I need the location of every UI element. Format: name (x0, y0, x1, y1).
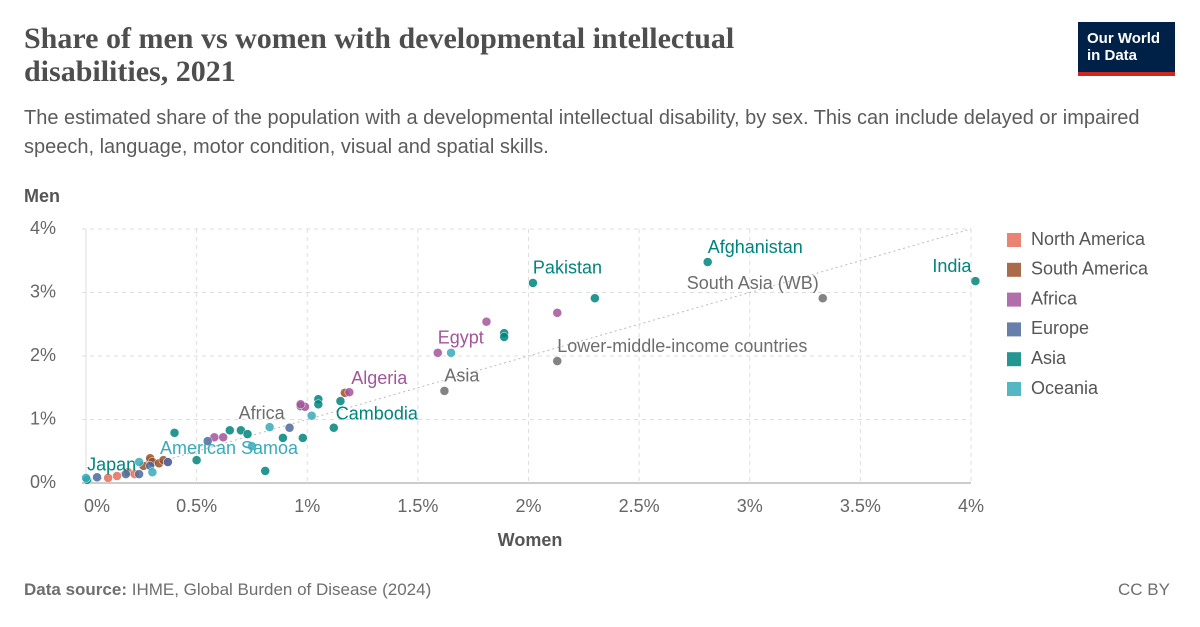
y-tick-label: 1% (30, 408, 56, 428)
legend-label: Africa (1031, 288, 1078, 308)
scatter-point (298, 433, 308, 443)
scatter-point (344, 387, 355, 397)
point-label: Africa (239, 403, 286, 423)
scatter-point (225, 425, 235, 436)
scatter-point (81, 473, 91, 483)
legend-label: Europe (1031, 318, 1089, 338)
reference-line (85, 228, 972, 484)
scatter-point (202, 436, 213, 446)
y-tick-label: 4% (30, 218, 56, 238)
point-label: Algeria (351, 368, 408, 388)
legend-label: Asia (1031, 348, 1067, 368)
x-axis-label: Women (498, 530, 563, 550)
scatter-point (702, 257, 713, 267)
scatter-point (169, 428, 180, 438)
source-text: IHME, Global Burden of Disease (2024) (131, 580, 432, 599)
logo[interactable]: Our World in Data (1078, 22, 1175, 76)
legend-swatch (1007, 382, 1021, 396)
x-tick-label: 0% (84, 496, 110, 516)
scatter-point (552, 308, 563, 318)
point-label: Pakistan (533, 258, 602, 278)
x-tick-label: 2.5% (619, 496, 660, 516)
legend-swatch (1007, 292, 1021, 307)
legend-label: South America (1031, 259, 1149, 279)
x-tick-label: 3% (737, 496, 763, 516)
scatter-point (284, 423, 295, 433)
scatter-point (242, 429, 253, 439)
scatter-point (335, 396, 346, 406)
scatter-point (264, 422, 275, 432)
x-tick-label: 1.5% (397, 496, 438, 516)
x-tick-label: 1% (294, 496, 320, 516)
scatter-point (218, 432, 228, 443)
legend-swatch (1007, 233, 1021, 247)
x-tick-label: 3.5% (840, 496, 881, 516)
scatter-point (260, 466, 270, 476)
x-tick-label: 4% (958, 496, 984, 516)
scatter-point (329, 423, 339, 433)
scatter-point (278, 433, 288, 443)
license[interactable]: CC BY (1118, 580, 1170, 599)
scatter-point (439, 386, 450, 396)
scatter-point (481, 316, 492, 327)
source: Data source: IHME, Global Burden of Dise… (24, 580, 431, 600)
x-tick-label: 2% (515, 496, 541, 516)
scatter-point (134, 469, 144, 479)
scatter-point (163, 457, 173, 467)
legend-swatch (1007, 352, 1021, 367)
y-tick-label: 3% (30, 281, 56, 301)
point-label: Egypt (438, 328, 484, 348)
legend-swatch (1007, 322, 1021, 337)
scatter-point (147, 467, 158, 477)
scatter-point (306, 410, 317, 421)
legend-label: North America (1031, 229, 1146, 249)
chart-subtitle: The estimated share of the population wi… (24, 107, 1140, 158)
legend-label: Oceania (1031, 378, 1099, 398)
point-label: Japan (87, 455, 136, 475)
scatter-point (552, 356, 563, 366)
point-label: Afghanistan (708, 237, 803, 257)
scatter-point (818, 293, 828, 303)
y-tick-label: 0% (30, 472, 56, 492)
scatter-point (247, 441, 257, 451)
scatter-point (103, 473, 113, 483)
point-label: American Samoa (160, 438, 299, 458)
scatter-point (295, 399, 306, 410)
scatter-point (446, 348, 456, 358)
point-label: India (932, 256, 972, 276)
scatter-point (499, 332, 509, 342)
y-tick-label: 2% (30, 345, 56, 365)
point-label: Cambodia (336, 404, 419, 424)
y-axis-label: Men (24, 186, 60, 206)
scatter-point (433, 348, 443, 358)
scatter-point (313, 399, 324, 410)
scatter-point (590, 293, 600, 303)
scatter-point (121, 469, 131, 479)
point-label: Asia (444, 366, 480, 386)
scatter-point (92, 472, 102, 483)
scatter-point (134, 457, 144, 467)
chart-title: Share of men vs women with developmental… (24, 22, 735, 88)
scatter-point (528, 278, 538, 288)
source-label: Data source: (24, 580, 127, 599)
scatter-point (970, 276, 981, 286)
scatter-point (191, 455, 202, 465)
x-tick-label: 0.5% (176, 496, 217, 516)
point-label: South Asia (WB) (687, 273, 819, 293)
point-label: Lower-middle-income countries (557, 336, 807, 356)
legend-swatch (1007, 262, 1021, 277)
